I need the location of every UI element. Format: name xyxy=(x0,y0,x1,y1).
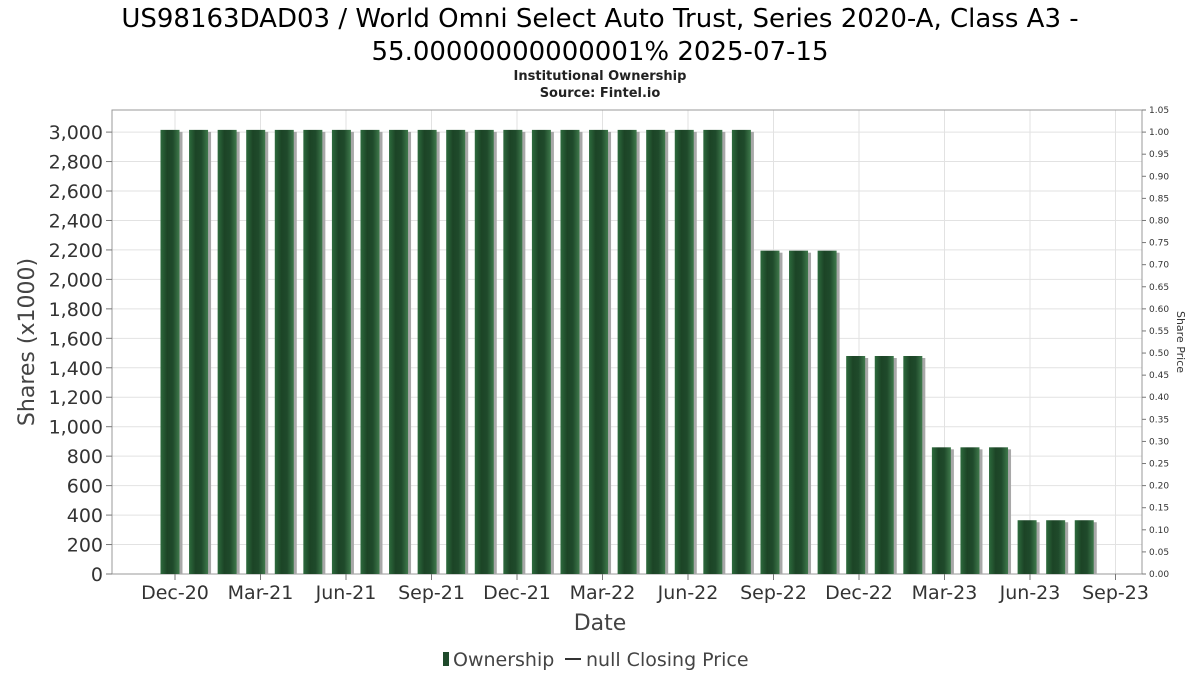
x-tick-label: Sep-22 xyxy=(740,582,807,604)
x-tick-label: Sep-23 xyxy=(1082,582,1149,604)
x-tick-label: Jun-21 xyxy=(315,582,377,604)
ownership-bar xyxy=(1017,520,1037,574)
y2-tick-label: 0.00 xyxy=(1149,570,1169,580)
y-tick-label: 1,600 xyxy=(49,328,103,350)
ownership-bar xyxy=(1074,520,1094,574)
y2-tick-label: 0.05 xyxy=(1149,548,1169,558)
ownership-bar xyxy=(731,129,751,574)
y2-tick-label: 0.30 xyxy=(1149,437,1169,447)
ownership-bar xyxy=(789,250,809,574)
ownership-bar xyxy=(360,129,380,574)
ownership-bar xyxy=(474,129,494,574)
ownership-bar xyxy=(303,129,323,574)
ownership-bar xyxy=(331,129,351,574)
x-tick-label: Mar-22 xyxy=(570,582,636,604)
y-tick-label: 0 xyxy=(91,564,103,586)
ownership-bar xyxy=(989,447,1009,574)
y2-tick-label: 0.35 xyxy=(1149,415,1169,425)
chart-title-line-1: US98163DAD03 / World Omni Select Auto Tr… xyxy=(121,4,1078,34)
chart-title-line-2: 55.00000000000001% 2025-07-15 xyxy=(371,37,828,67)
ownership-bar xyxy=(274,129,294,574)
y2-axis-label: Share Price xyxy=(1174,311,1187,373)
y2-tick-label: 0.80 xyxy=(1149,216,1169,226)
x-tick-label: Dec-22 xyxy=(825,582,893,604)
x-tick-label: Jun-23 xyxy=(999,582,1061,604)
ownership-bar xyxy=(531,129,551,574)
y2-tick-label: 0.65 xyxy=(1149,283,1169,293)
ownership-bars xyxy=(160,129,1097,574)
ownership-bar xyxy=(503,129,523,574)
ownership-bar xyxy=(617,129,637,574)
y2-tick-label: 0.15 xyxy=(1149,504,1169,514)
legend-ownership-label: Ownership xyxy=(453,649,554,671)
y2-tick-label: 0.50 xyxy=(1149,349,1169,359)
y2-tick-label: 0.85 xyxy=(1149,194,1169,204)
x-tick-label: Dec-21 xyxy=(483,582,551,604)
x-axis-label: Date xyxy=(574,611,627,636)
y2-tick-label: 0.20 xyxy=(1149,482,1169,492)
y2-tick-label: 1.05 xyxy=(1149,106,1169,116)
ownership-bar xyxy=(760,250,780,574)
ownership-bar xyxy=(1046,520,1066,574)
y-tick-label: 800 xyxy=(67,446,103,468)
y-axis-label: Shares (x1000) xyxy=(15,258,40,426)
y-axis-right: 0.00 0.05 0.10 0.15 0.20 0.25 0.30 0.35 0.40 0.45… xyxy=(1142,106,1169,580)
x-tick-label: Jun-22 xyxy=(657,582,719,604)
ownership-bar xyxy=(960,447,980,574)
ownership-bar xyxy=(446,129,466,574)
y2-tick-label: 0.95 xyxy=(1149,150,1169,160)
ownership-bar xyxy=(846,355,866,574)
ownership-bar xyxy=(903,355,923,574)
y2-tick-label: 1.00 xyxy=(1149,128,1169,138)
ownership-bar xyxy=(217,129,237,574)
y2-tick-label: 0.90 xyxy=(1149,172,1169,182)
x-tick-label: Mar-23 xyxy=(912,582,978,604)
y-tick-label: 2,600 xyxy=(49,181,103,203)
legend: Ownership null Closing Price xyxy=(443,649,749,671)
x-tick-label: Sep-21 xyxy=(398,582,465,604)
y-tick-label: 2,000 xyxy=(49,269,103,291)
y-tick-label: 200 xyxy=(67,535,103,557)
ownership-bar xyxy=(817,250,837,574)
y2-tick-label: 0.60 xyxy=(1149,305,1169,315)
y-tick-label: 3,000 xyxy=(49,122,103,144)
y-tick-label: 400 xyxy=(67,505,103,527)
y2-tick-label: 0.70 xyxy=(1149,261,1169,271)
y-tick-label: 2,800 xyxy=(49,152,103,174)
chart-source: Source: Fintel.io xyxy=(540,86,661,101)
ownership-bar xyxy=(160,129,180,574)
y-tick-label: 1,000 xyxy=(49,417,103,439)
ownership-bar xyxy=(589,129,609,574)
y2-tick-label: 0.55 xyxy=(1149,327,1169,337)
y-tick-label: 1,800 xyxy=(49,299,103,321)
ownership-bar xyxy=(646,129,666,574)
y-tick-label: 1,200 xyxy=(49,387,103,409)
y-tick-label: 600 xyxy=(67,476,103,498)
y-tick-label: 2,400 xyxy=(49,210,103,232)
y2-tick-label: 0.10 xyxy=(1149,526,1169,536)
legend-ownership-swatch xyxy=(443,652,449,666)
ownership-bar xyxy=(931,447,951,574)
ownership-bar xyxy=(189,129,209,574)
y-tick-label: 1,400 xyxy=(49,358,103,380)
y-tick-label: 2,200 xyxy=(49,240,103,262)
y2-tick-label: 0.25 xyxy=(1149,460,1169,470)
ownership-bar xyxy=(389,129,409,574)
ownership-bar xyxy=(703,129,723,574)
legend-price-label: null Closing Price xyxy=(586,649,749,671)
ownership-bar xyxy=(246,129,266,574)
x-tick-label: Dec-20 xyxy=(141,582,209,604)
y2-tick-label: 0.75 xyxy=(1149,239,1169,249)
x-axis: Dec-20 Mar-21 Jun-21 Sep-21 Dec-21 Mar-22 Jun-… xyxy=(141,574,1149,604)
ownership-bar xyxy=(674,129,694,574)
y2-tick-label: 0.45 xyxy=(1149,371,1169,381)
y-axis-left: 0 200 400 600 800 1,000 1,200 1,400 1,600 1,800 2,… xyxy=(49,122,112,586)
x-tick-label: Mar-21 xyxy=(228,582,294,604)
chart-subtitle: Institutional Ownership xyxy=(514,69,687,84)
ownership-bar xyxy=(417,129,437,574)
ownership-bar xyxy=(874,355,894,574)
y2-tick-label: 0.40 xyxy=(1149,393,1169,403)
ownership-bar xyxy=(560,129,580,574)
